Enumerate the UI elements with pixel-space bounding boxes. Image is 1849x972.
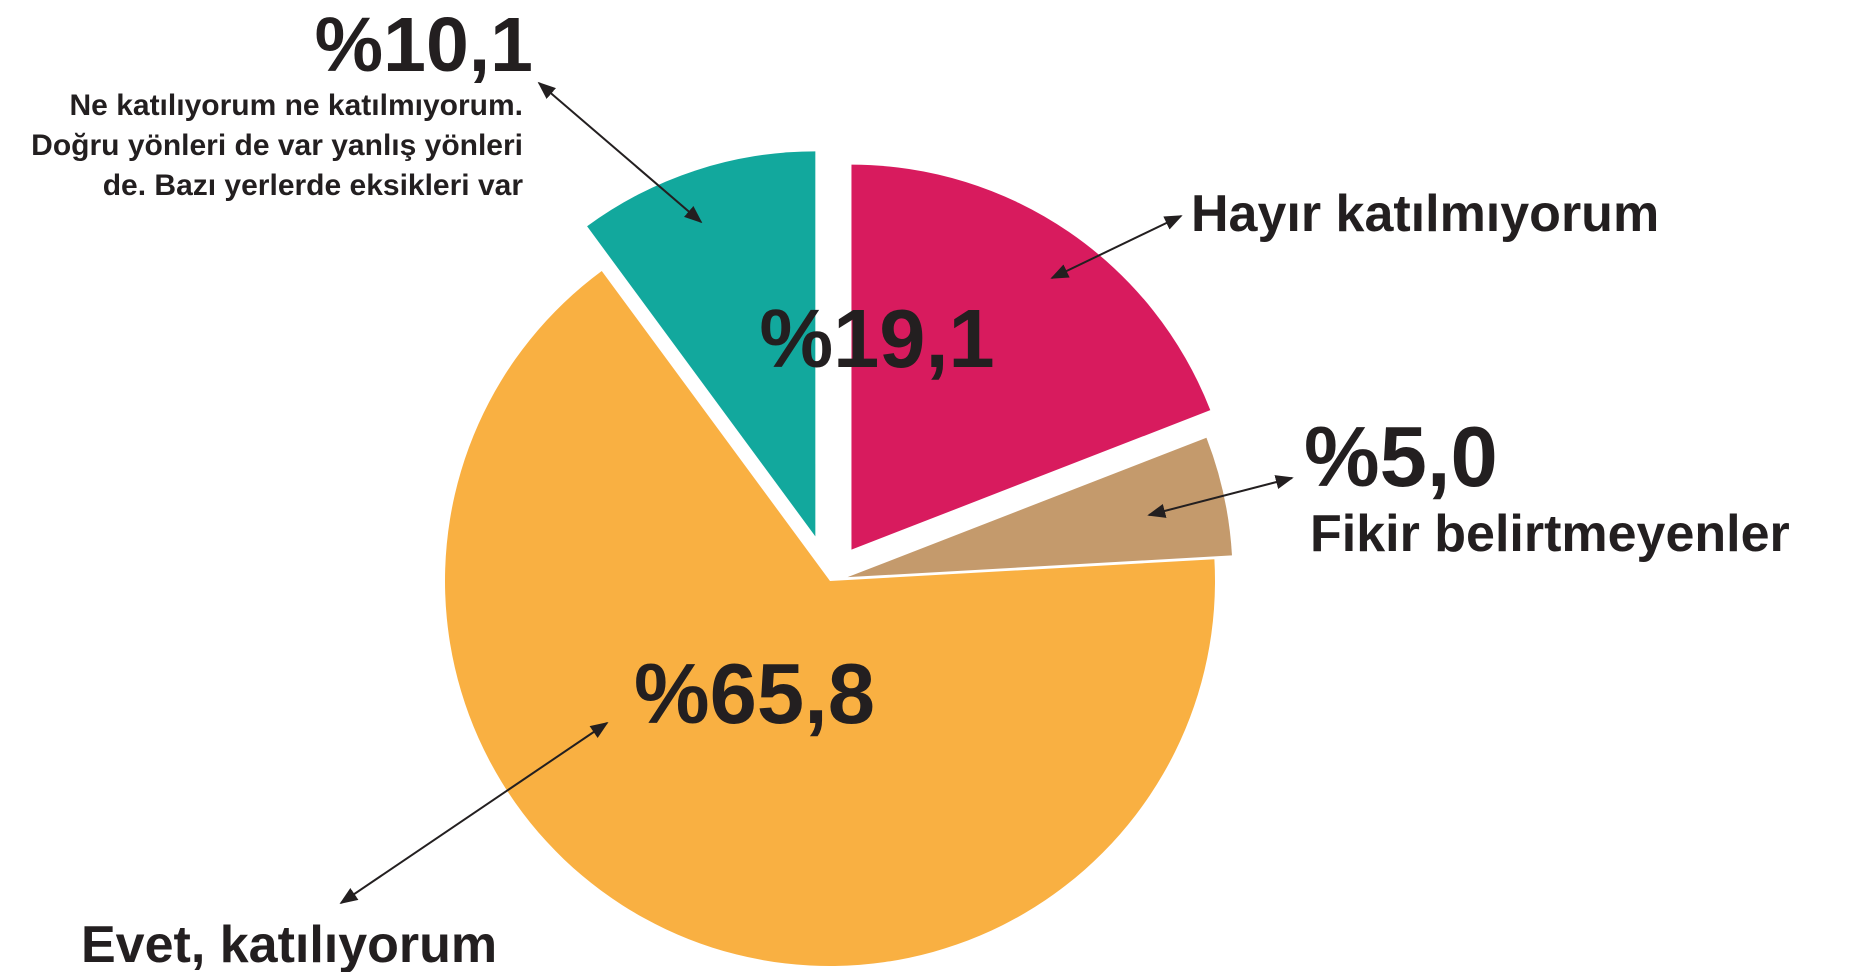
value-label: %65,8 [634, 647, 875, 742]
leader-arrow [1147, 475, 1294, 518]
pie-slice [587, 151, 816, 537]
slice-label: Ne katılıyorum ne katılmıyorum. Doğru yö… [31, 89, 523, 202]
value-label: %5,0 [1304, 410, 1498, 505]
slice-label: Evet, katılıyorum [81, 916, 497, 972]
pie-slice [851, 164, 1211, 550]
slice-label: Hayır katılmıyorum [1191, 185, 1659, 243]
leader-arrow [1050, 215, 1183, 279]
leader-arrow [537, 81, 703, 224]
slice-label: Fikir belirtmeyenler [1310, 505, 1790, 563]
pie-slice [847, 437, 1232, 578]
leader-arrow [339, 721, 609, 905]
value-label: %19,1 [759, 292, 994, 385]
pie-slice [445, 270, 1216, 967]
value-label: %10,1 [315, 2, 533, 88]
